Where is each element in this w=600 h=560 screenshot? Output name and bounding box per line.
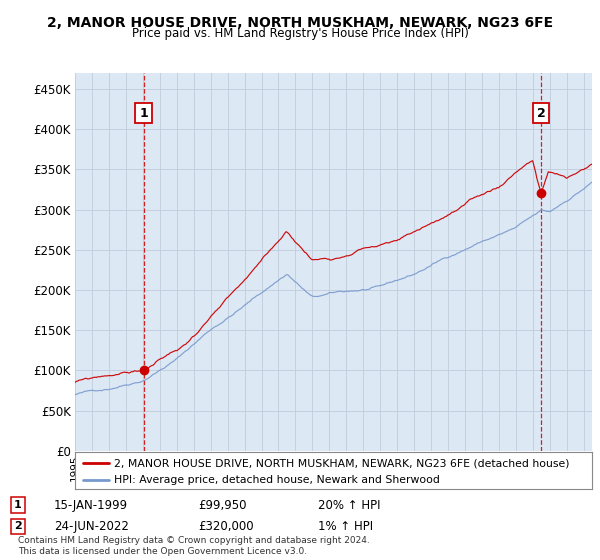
Text: £320,000: £320,000: [198, 520, 254, 533]
Text: HPI: Average price, detached house, Newark and Sherwood: HPI: Average price, detached house, Newa…: [114, 475, 440, 485]
Text: 1% ↑ HPI: 1% ↑ HPI: [318, 520, 373, 533]
Text: 1: 1: [139, 106, 148, 119]
Text: £99,950: £99,950: [198, 498, 247, 512]
Text: 2: 2: [536, 106, 545, 119]
Text: 15-JAN-1999: 15-JAN-1999: [54, 498, 128, 512]
Text: 2: 2: [14, 521, 22, 531]
Text: Contains HM Land Registry data © Crown copyright and database right 2024.
This d: Contains HM Land Registry data © Crown c…: [18, 536, 370, 556]
Text: 1: 1: [14, 500, 22, 510]
Text: 2, MANOR HOUSE DRIVE, NORTH MUSKHAM, NEWARK, NG23 6FE (detached house): 2, MANOR HOUSE DRIVE, NORTH MUSKHAM, NEW…: [114, 459, 569, 468]
Text: Price paid vs. HM Land Registry's House Price Index (HPI): Price paid vs. HM Land Registry's House …: [131, 27, 469, 40]
Text: 24-JUN-2022: 24-JUN-2022: [54, 520, 129, 533]
Text: 20% ↑ HPI: 20% ↑ HPI: [318, 498, 380, 512]
Text: 2, MANOR HOUSE DRIVE, NORTH MUSKHAM, NEWARK, NG23 6FE: 2, MANOR HOUSE DRIVE, NORTH MUSKHAM, NEW…: [47, 16, 553, 30]
